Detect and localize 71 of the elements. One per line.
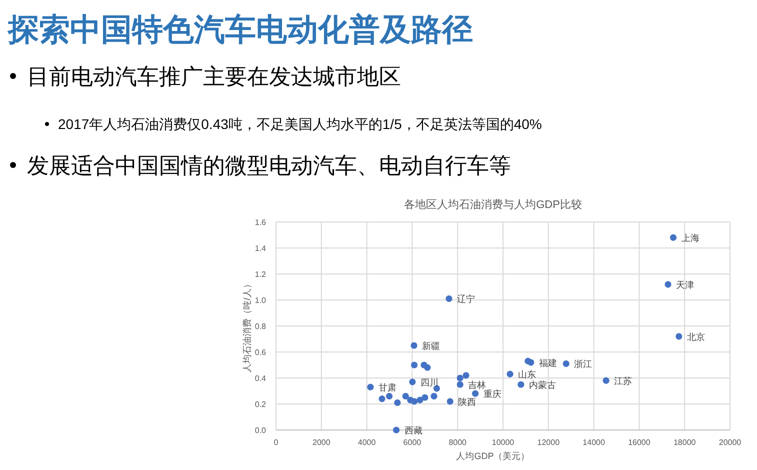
x-tick-label: 14000	[582, 438, 606, 447]
annotation: 吉林	[468, 380, 486, 390]
annotation: 天津	[676, 280, 694, 290]
point	[664, 281, 672, 288]
point	[410, 342, 418, 349]
y-tick-label: 0.4	[254, 374, 267, 383]
annotation: 陕西	[458, 396, 476, 407]
x-tick-label: 18000	[673, 438, 696, 447]
point	[602, 377, 610, 384]
point	[446, 398, 454, 405]
point	[676, 333, 682, 340]
point	[424, 364, 431, 371]
point	[562, 360, 570, 367]
point	[410, 398, 418, 405]
x-tick-label: 6000	[403, 438, 422, 447]
point	[410, 362, 418, 368]
x-tick-label: 4000	[358, 438, 376, 447]
point	[430, 392, 438, 400]
point	[422, 394, 428, 401]
point	[367, 384, 374, 390]
y-tick-label: 0.2	[254, 400, 267, 409]
point	[670, 234, 677, 241]
y-tick-label: 1.0	[254, 296, 267, 305]
annotation: 四川	[420, 377, 438, 388]
x-tick-label: 8000	[448, 438, 468, 447]
annotation: 甘肃	[378, 382, 396, 393]
y-tick-label: 1.6	[254, 218, 267, 227]
y-tick-label: 1.4	[254, 244, 267, 253]
point	[506, 370, 514, 378]
point	[378, 396, 386, 402]
text: 发展适合中国国情的微型电动汽车、电动自行车等	[27, 153, 511, 178]
point	[394, 399, 401, 406]
chart-subtitle: 各地区人均石油消费与人均GDP比较	[404, 198, 582, 211]
x-tick-label: 0	[274, 438, 279, 447]
point	[386, 392, 393, 400]
x-tick-label: 2000	[312, 438, 331, 447]
annotation: 内蒙古	[528, 380, 556, 390]
annotation: 上海	[681, 233, 700, 244]
y-tick-label: 0.8	[254, 322, 267, 331]
y-tick-label: 0.6	[254, 348, 267, 357]
point	[402, 392, 409, 400]
x-tick-label: 20000	[718, 438, 742, 447]
annotation: 福建	[538, 358, 557, 368]
y-tick-label: 1.2	[254, 270, 267, 279]
point	[528, 359, 534, 366]
point	[416, 396, 424, 404]
point	[393, 426, 400, 434]
chart-title: 探索中国特色汽车电动化普及路径	[7, 12, 473, 47]
x-axis-title: 人均GDP（美元）	[456, 451, 530, 461]
text: 2017年人均石油消费仅0.43吨，不足美国人均水平的1/5，不足英法等国的40%	[58, 116, 542, 132]
point	[446, 295, 452, 302]
annotation: 重庆	[483, 389, 502, 400]
point	[409, 378, 416, 386]
point	[456, 381, 464, 388]
annotation: 山东	[518, 370, 536, 380]
x-tick-label: 12000	[537, 438, 560, 447]
point	[456, 374, 464, 382]
x-tick-label: 16000	[628, 438, 651, 447]
annotation: 辽宁	[456, 294, 475, 304]
x-tick-label: 10000	[492, 438, 515, 447]
point	[462, 372, 470, 379]
annotation: 北京	[686, 332, 705, 342]
annotation: 浙江	[574, 359, 592, 370]
point	[518, 381, 524, 388]
y-axis-title: 人均石油消费（吨/人）	[242, 280, 252, 372]
text: 目前电动汽车推广主要在发达城市地区	[27, 64, 401, 89]
annotation: 江苏	[614, 376, 632, 386]
annotation: 新疆	[422, 341, 440, 351]
y-tick-label: 0.0	[254, 426, 267, 435]
point	[472, 390, 479, 397]
annotation: 西藏	[404, 426, 422, 436]
